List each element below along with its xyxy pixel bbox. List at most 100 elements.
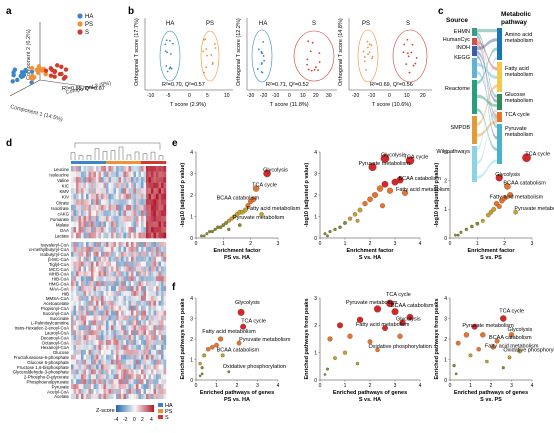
heatmap-cell	[126, 359, 129, 365]
opls-point	[410, 51, 413, 54]
heatmap-cell	[136, 335, 139, 341]
heatmap-cell	[146, 335, 149, 341]
heatmap-cell	[158, 286, 162, 292]
heatmap-cell	[153, 320, 157, 326]
heatmap-cell	[148, 344, 152, 350]
heatmap-cell	[83, 349, 87, 355]
heatmap-cell	[96, 354, 99, 360]
heatmap-cell	[76, 369, 79, 375]
heatmap-cell	[71, 266, 74, 272]
heatmap-cell	[113, 374, 117, 380]
pathway-point	[356, 316, 364, 324]
heatmap-cell	[121, 393, 124, 399]
pathway-label: BCAA catabolism	[217, 347, 260, 353]
heatmap-cell	[141, 199, 144, 206]
y-tick-label: 4	[314, 150, 317, 156]
heatmap-cell	[136, 242, 139, 248]
heatmap-cell	[101, 286, 104, 292]
heatmap-cell	[111, 166, 114, 172]
heatmap-cell	[111, 227, 114, 233]
heatmap-cell	[116, 305, 119, 311]
heatmap-cell	[71, 242, 74, 248]
heatmap-cell	[91, 188, 94, 194]
heatmap-cell	[133, 281, 137, 287]
heatmap-cell	[161, 320, 164, 326]
heatmap-cell	[101, 251, 104, 257]
x-tick-label: 1	[222, 241, 225, 247]
heatmap-cell	[161, 310, 164, 316]
heatmap-cell	[93, 215, 97, 222]
heatmap-cell	[83, 344, 87, 350]
b2-xtick: 20	[313, 93, 319, 99]
heatmap-cell	[71, 354, 74, 360]
y-tick-label: 2	[444, 178, 447, 184]
opls-point	[411, 43, 414, 46]
heatmap-cell	[116, 210, 119, 217]
heatmap-cell	[78, 364, 82, 370]
pca-point	[29, 80, 34, 85]
heatmap-cell	[148, 315, 152, 321]
pathway-label: Glycolysis	[263, 168, 288, 174]
heatmap-cell	[96, 261, 99, 267]
heatmap-cell	[86, 215, 89, 222]
heatmap-cell	[131, 188, 134, 194]
heatmap-cell	[128, 384, 132, 390]
heatmap-cell	[153, 266, 157, 272]
b1-ellipse-right	[200, 30, 220, 82]
heatmap-cell	[96, 182, 99, 189]
heatmap-cell	[106, 389, 109, 395]
heatmap-cell	[108, 177, 112, 183]
heatmap-cell	[161, 315, 164, 321]
group-bar-cell	[118, 161, 122, 164]
heatmap-cell	[91, 221, 94, 228]
heatmap-cell	[126, 199, 129, 206]
heatmap-cell	[71, 393, 74, 399]
heatmap-cell	[153, 379, 157, 385]
heatmap-cell	[141, 291, 144, 297]
heatmap-cell	[128, 310, 132, 316]
heatmap-cell	[98, 291, 102, 297]
heatmap-cell	[131, 349, 134, 355]
heatmap-cell	[128, 182, 132, 189]
heatmap-cell	[86, 325, 89, 331]
pathway-label: Pyruvate metabolism	[359, 161, 411, 167]
x-tick-label: 0	[195, 383, 198, 389]
sankey-source-node	[472, 146, 477, 182]
heatmap-cell	[86, 256, 89, 262]
heatmap-cell	[161, 188, 164, 194]
heatmap-cell	[106, 177, 109, 183]
heatmap-cell	[148, 320, 152, 326]
heatmap-cell	[78, 359, 82, 365]
heatmap-cell	[123, 315, 127, 321]
heatmap-cell	[91, 369, 94, 375]
heatmap-cell	[151, 210, 154, 217]
heatmap-cell	[108, 193, 112, 200]
heatmap-cell	[146, 340, 149, 346]
heatmap-cell	[78, 166, 82, 172]
heatmap-cell	[98, 389, 102, 395]
pathway-point	[375, 347, 380, 353]
heatmap-cell	[143, 359, 147, 365]
heatmap-cell	[148, 188, 152, 194]
heatmap-cell	[118, 315, 122, 321]
heatmap-cell	[78, 246, 82, 252]
heatmap-cell	[83, 171, 87, 178]
heatmap-cell	[123, 232, 127, 239]
heatmap-cell	[136, 199, 139, 206]
heatmap-cell	[83, 310, 87, 316]
heatmap-cell	[163, 315, 167, 321]
pathway-point	[480, 218, 485, 223]
heatmap-cell	[73, 310, 77, 316]
pca-point	[29, 69, 35, 74]
heatmap-legend: Z-score -4 -2 0 2 4 HA PS S	[96, 403, 173, 423]
heatmap-cell	[76, 210, 79, 217]
heatmap-cell	[78, 340, 82, 346]
pathway-label: Glycolysis	[508, 327, 533, 333]
heatmap-cell	[146, 177, 149, 183]
heatmap-cell	[108, 379, 112, 385]
heatmap-cell	[98, 344, 102, 350]
heatmap-cell	[121, 320, 124, 326]
pathway-point	[250, 196, 257, 203]
heatmap-cell	[96, 374, 99, 380]
heatmap-cell	[126, 281, 129, 287]
